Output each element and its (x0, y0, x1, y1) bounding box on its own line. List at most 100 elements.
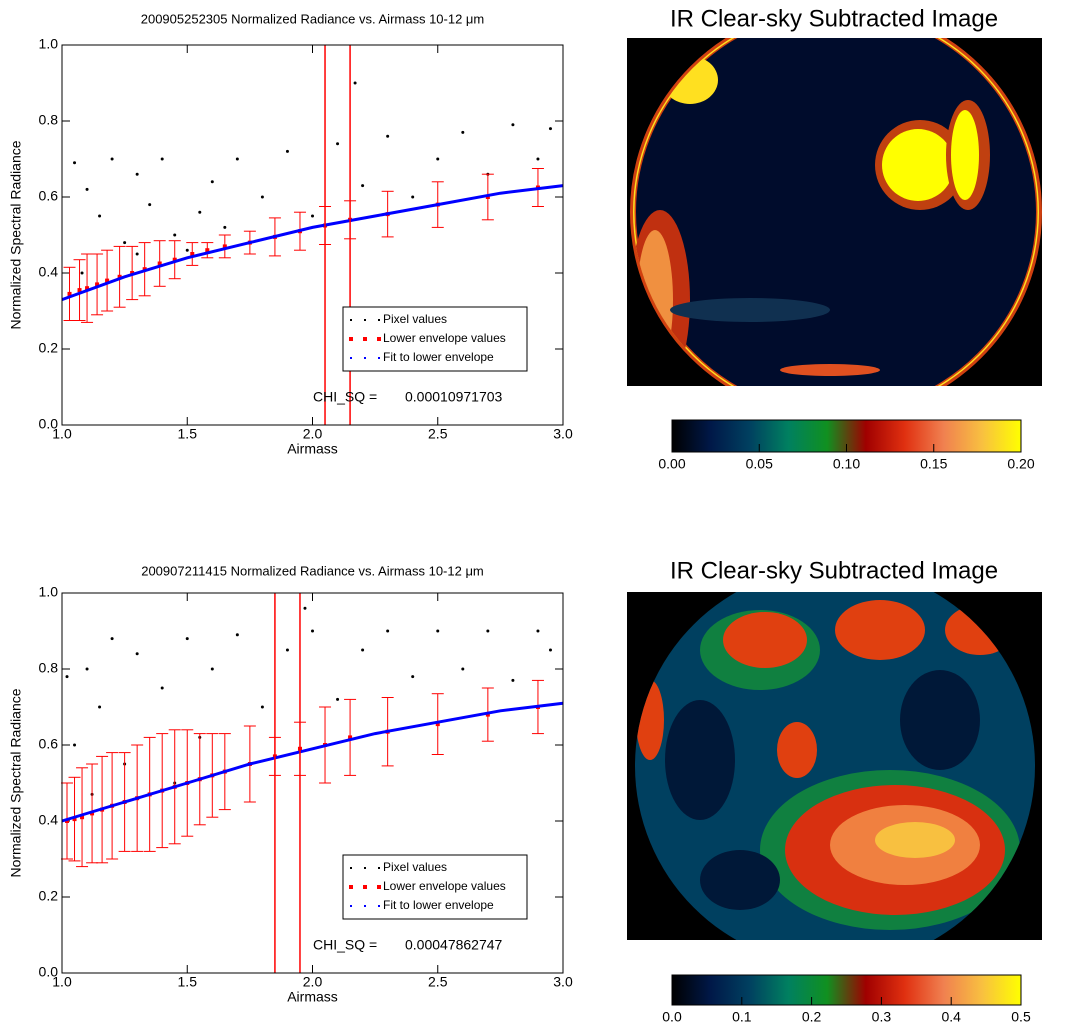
envelope-point (205, 248, 210, 253)
legend (342, 306, 528, 372)
colorbar-tick-label: 0.00 (658, 456, 685, 472)
image-title: IR Clear-sky Subtracted Image (670, 557, 998, 584)
x-tick-label: 2.5 (428, 426, 448, 442)
pixel-point (80, 271, 84, 275)
pixel-point (436, 629, 440, 633)
envelope-point (117, 274, 122, 279)
sky-image (627, 38, 1042, 386)
pixel-point (536, 157, 540, 161)
pixel-point (303, 606, 307, 610)
envelope-point (77, 288, 82, 293)
y-tick-label: 0.8 (39, 112, 59, 128)
envelope-point (222, 244, 227, 249)
envelope-point (435, 722, 440, 727)
pixel-point (235, 157, 239, 161)
envelope-point (190, 252, 195, 256)
pixel-point (511, 123, 515, 127)
pixel-point (411, 675, 415, 679)
y-tick-label: 0.2 (39, 888, 59, 904)
colorbar-tick-label: 0.10 (833, 456, 860, 472)
annotation-label: CHI_SQ = (313, 389, 377, 405)
pixel-point (173, 233, 177, 237)
pixel-point (461, 130, 465, 134)
y-tick-label: 0.0 (39, 416, 59, 432)
pixel-point (548, 648, 552, 652)
colorbar-tick-label: 0.2 (802, 1009, 822, 1025)
chart-title: 200905252305 Normalized Radiance vs. Air… (141, 11, 485, 26)
pixel-point (436, 157, 440, 161)
legend-label: Pixel values (383, 860, 447, 874)
pixel-point (386, 134, 390, 138)
y-tick-label: 0.2 (39, 340, 59, 356)
pixel-point (285, 648, 289, 652)
y-tick-label: 1.0 (39, 36, 59, 52)
y-tick-label: 0.4 (39, 812, 59, 828)
image-title: IR Clear-sky Subtracted Image (670, 5, 998, 32)
legend-marker (364, 867, 366, 869)
envelope-point (348, 735, 353, 740)
x-tick-label: 1.0 (52, 426, 72, 442)
pixel-point (336, 697, 340, 701)
legend (342, 854, 528, 920)
legend-marker (378, 357, 380, 359)
colorbar-tick-label: 0.05 (746, 456, 773, 472)
x-tick-label: 2.5 (428, 974, 448, 990)
envelope-point (80, 815, 85, 820)
legend-marker (377, 885, 381, 889)
pixel-point (135, 652, 139, 656)
pixel-point (486, 629, 490, 633)
pixel-point (353, 81, 357, 85)
x-tick-label: 2.0 (303, 426, 323, 442)
x-tick-label: 1.0 (52, 974, 72, 990)
pixel-point (461, 667, 465, 671)
envelope-point (105, 278, 110, 283)
pixel-point (311, 214, 314, 218)
y-axis-label: Normalized Spectral Radiance (8, 688, 24, 877)
y-tick-label: 0.6 (39, 736, 59, 752)
legend-marker (378, 867, 380, 869)
colorbar (671, 974, 1022, 1006)
envelope-point (172, 257, 177, 262)
colorbar-tick-label: 0.3 (872, 1009, 892, 1025)
legend-marker (378, 319, 380, 321)
x-axis-label: Airmass (287, 441, 338, 457)
x-tick-label: 1.5 (178, 974, 198, 990)
pixel-point (98, 705, 102, 709)
sky-image (627, 592, 1042, 940)
legend-label: Lower envelope values (383, 879, 506, 893)
x-tick-label: 3.0 (553, 974, 573, 990)
colorbar-tick-label: 0.0 (662, 1009, 682, 1025)
pixel-point (135, 252, 139, 256)
pixel-point (110, 157, 114, 161)
legend-marker (350, 867, 352, 869)
pixel-point (260, 705, 264, 709)
envelope-point (72, 817, 77, 822)
legend-marker (350, 905, 352, 907)
legend-marker (377, 337, 381, 341)
legend-marker (363, 337, 367, 341)
pixel-point (235, 633, 239, 637)
plot-frame (61, 592, 564, 974)
pixel-point (110, 637, 114, 641)
legend-marker (349, 337, 353, 341)
envelope-point (67, 291, 72, 296)
pixel-point (285, 149, 289, 153)
pixel-point (85, 667, 89, 671)
annotation-label: CHI_SQ = (313, 937, 377, 953)
legend-label: Fit to lower envelope (383, 898, 494, 912)
legend-marker (349, 885, 353, 889)
pixel-point (160, 686, 164, 690)
pixel-point (160, 157, 164, 161)
legend-marker (350, 319, 352, 321)
pixel-point (73, 743, 77, 747)
pixel-point (361, 648, 365, 652)
x-tick-label: 2.0 (303, 974, 323, 990)
y-axis-label: Normalized Spectral Radiance (8, 140, 24, 329)
colorbar-tick-label: 0.20 (1007, 456, 1034, 472)
legend-label: Pixel values (383, 312, 447, 326)
y-tick-label: 1.0 (39, 584, 59, 600)
pixel-point (336, 142, 340, 146)
y-tick-label: 0.8 (39, 660, 59, 676)
pixel-point (210, 180, 214, 184)
